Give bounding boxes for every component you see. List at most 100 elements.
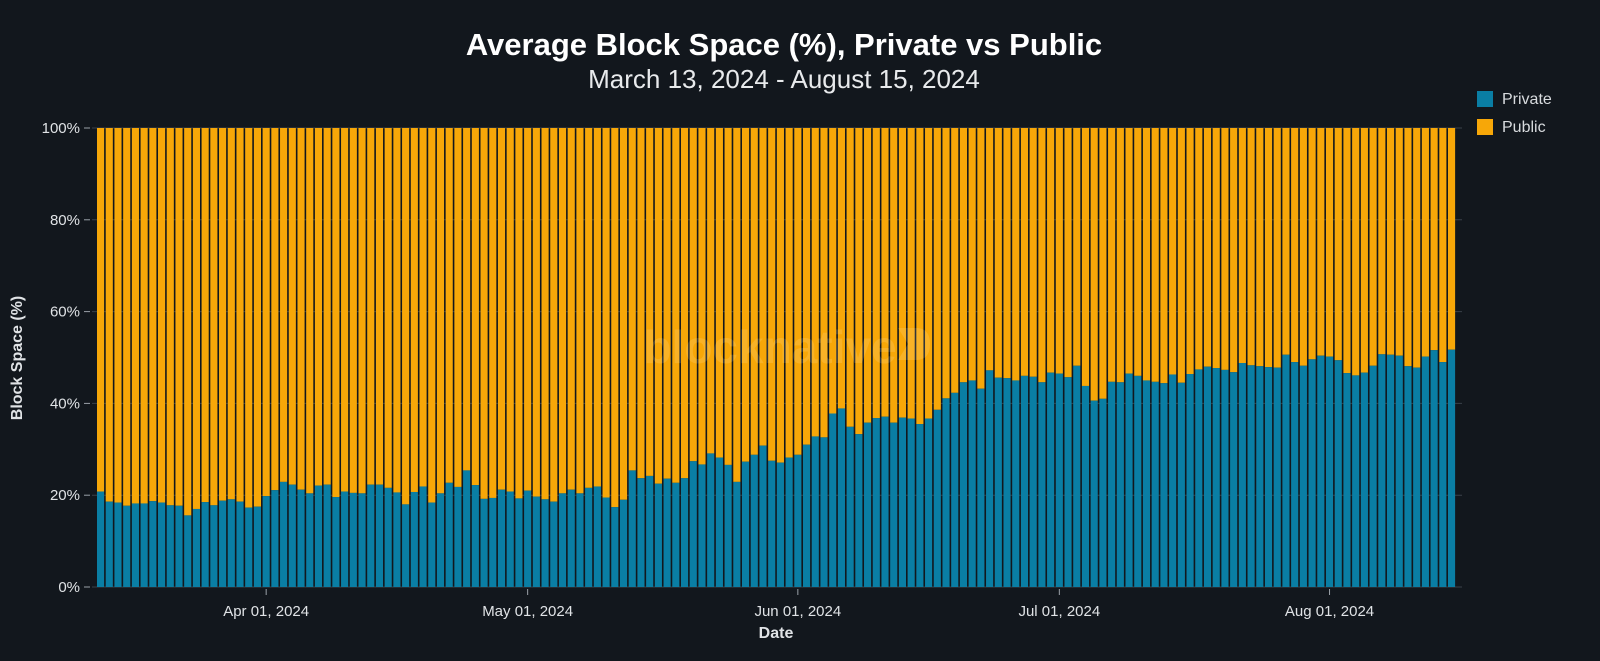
bar-private xyxy=(97,491,105,587)
bar-private xyxy=(689,461,697,587)
bar-public xyxy=(105,128,113,502)
bar-public xyxy=(1238,128,1246,364)
bar-public xyxy=(280,128,288,482)
bar-private xyxy=(341,491,349,587)
bar-private xyxy=(105,501,113,587)
bar-private xyxy=(1169,374,1177,587)
bar-public xyxy=(959,128,968,383)
bar-public xyxy=(968,128,976,381)
bar-private xyxy=(1343,373,1351,587)
bar-public xyxy=(698,128,706,465)
bar-private xyxy=(794,454,802,587)
bar-private xyxy=(419,486,427,587)
y-tick-label: 40% xyxy=(50,395,80,412)
bar-private xyxy=(314,485,323,587)
bar-private xyxy=(933,409,941,587)
bar-public xyxy=(253,128,262,507)
bar-private xyxy=(1421,356,1429,587)
bar-public xyxy=(97,128,105,492)
bar-private xyxy=(898,417,906,587)
bar-public xyxy=(410,128,418,492)
y-tick-label: 0% xyxy=(58,579,80,596)
bar-private xyxy=(541,499,549,587)
bar-private xyxy=(219,500,227,587)
bar-public xyxy=(1125,128,1133,374)
bar-private xyxy=(1386,354,1395,587)
y-axis-ticks: 0% 20% 40% 60% 80% 100% xyxy=(42,120,90,596)
bar-private xyxy=(1308,359,1316,587)
bar-private xyxy=(585,487,593,587)
bar-public xyxy=(1055,128,1063,374)
bar-private xyxy=(131,503,139,587)
y-axis-title: Block Space (%) xyxy=(9,296,26,420)
bar-public xyxy=(341,128,349,492)
bar-public xyxy=(1386,128,1395,355)
bar-private xyxy=(1238,363,1246,587)
bar-public xyxy=(942,128,950,399)
bar-public xyxy=(506,128,514,492)
bar-private xyxy=(471,485,479,587)
bar-private xyxy=(1064,377,1072,587)
bar-private xyxy=(480,498,488,587)
bar-private xyxy=(916,424,924,587)
bar-private xyxy=(436,493,445,587)
bar-public xyxy=(890,128,898,423)
legend-item-private[interactable]: Private xyxy=(1477,91,1552,108)
bar-public xyxy=(1404,128,1412,367)
bar-public xyxy=(149,128,157,502)
bar-private xyxy=(994,377,1002,587)
bar-public xyxy=(759,128,767,446)
bar-public xyxy=(1291,128,1299,363)
bar-public xyxy=(593,128,601,487)
bar-public xyxy=(210,128,218,506)
bar-private xyxy=(210,505,218,587)
bar-private xyxy=(1448,349,1456,587)
bar-public xyxy=(332,128,340,498)
bar-public xyxy=(306,128,314,494)
bar-public xyxy=(637,128,645,479)
bar-public xyxy=(933,128,941,410)
bar-public xyxy=(323,128,331,485)
bar-private xyxy=(951,392,959,587)
bar-public xyxy=(297,128,305,490)
bar-private xyxy=(1404,366,1412,587)
bar-public xyxy=(1413,128,1421,368)
bar-private xyxy=(864,422,872,587)
bar-private xyxy=(611,507,619,587)
bar-private xyxy=(750,454,758,587)
bar-private xyxy=(1256,366,1264,587)
bar-private xyxy=(968,380,976,587)
bar-private xyxy=(532,496,540,587)
bar-private xyxy=(1134,375,1142,587)
bar-private xyxy=(123,505,131,587)
bar-public xyxy=(1334,128,1342,361)
bar-private xyxy=(1221,369,1229,587)
legend-swatch-public xyxy=(1477,119,1493,135)
bar-private xyxy=(1439,362,1447,587)
bar-public xyxy=(916,128,924,425)
bar-private xyxy=(803,444,811,587)
bar-public xyxy=(236,128,244,502)
bar-private xyxy=(680,478,689,587)
x-tick-label: Jun 01, 2024 xyxy=(754,603,841,620)
bar-private xyxy=(1003,378,1011,587)
bar-private xyxy=(192,508,200,587)
bar-public xyxy=(1073,128,1081,366)
bar-private xyxy=(663,478,671,587)
bar-public xyxy=(471,128,479,486)
bar-private xyxy=(175,505,183,587)
bar-public xyxy=(558,128,567,494)
legend-item-public[interactable]: Public xyxy=(1477,119,1546,136)
bar-public xyxy=(1360,128,1368,373)
bar-public xyxy=(175,128,183,506)
bar-private xyxy=(637,478,645,587)
bar-public xyxy=(1038,128,1046,383)
bar-public xyxy=(951,128,959,393)
bar-public xyxy=(646,128,654,476)
bar-private xyxy=(785,457,793,587)
x-tick-label: Apr 01, 2024 xyxy=(223,603,309,620)
bar-private xyxy=(741,461,750,587)
bar-private xyxy=(288,484,296,587)
bar-public xyxy=(1081,128,1090,386)
bar-public xyxy=(532,128,540,497)
